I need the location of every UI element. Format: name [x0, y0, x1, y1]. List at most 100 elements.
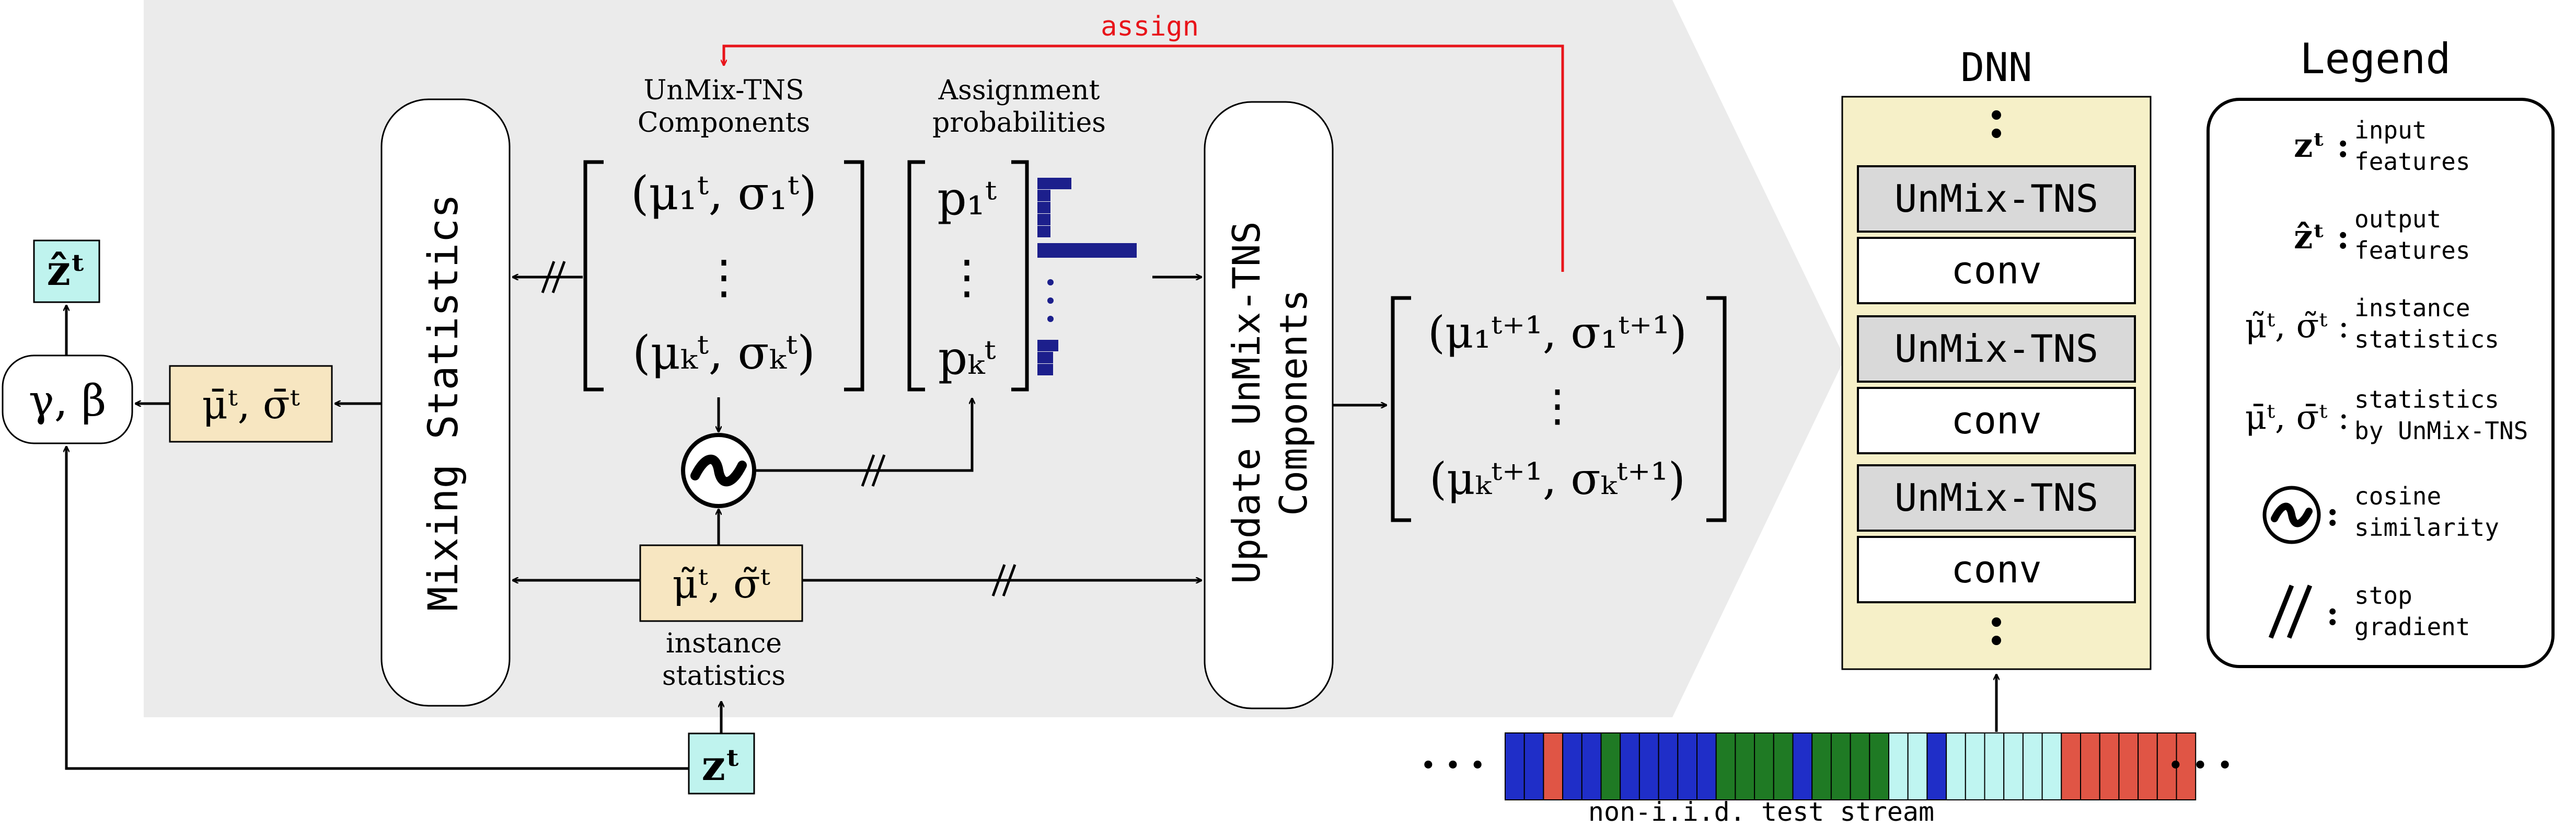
- stop-gradient-marks: [541, 261, 1016, 596]
- legend-symbol: ẑᵗ :: [2294, 217, 2349, 257]
- input-features-box: [688, 732, 755, 795]
- legend-text-line1: output: [2354, 205, 2441, 233]
- legend-text-line1: stop: [2354, 581, 2412, 610]
- stop-gradient-icon: [2286, 584, 2313, 639]
- components-left-bracket: [583, 160, 604, 392]
- legend-item: : stop gradient: [2268, 581, 2470, 641]
- probability-bar: [1037, 364, 1053, 375]
- dnn-layer-unmix-2: [1857, 315, 2136, 383]
- stop-gradient-icon: [2268, 584, 2294, 639]
- legend-symbol: μ̃ᵗ, σ̃ᵗ :: [2245, 307, 2349, 346]
- assign-arrow: [724, 44, 1564, 272]
- affine-params-label: γ, β: [29, 376, 107, 426]
- mixed-statistics-box: [169, 365, 333, 443]
- stream-sample: [1562, 732, 1582, 800]
- assignment-left-bracket: [907, 160, 925, 392]
- dnn-top-dots: [1992, 110, 2001, 138]
- stream-sample: [1888, 732, 1909, 800]
- legend-text-line2: features: [2354, 236, 2470, 265]
- components-right-bracket: [844, 160, 864, 392]
- assignment-right-bracket: [1011, 160, 1029, 392]
- legend-symbol: zᵗ :: [2294, 126, 2349, 165]
- components-label-line1: UnMix-TNS: [643, 75, 804, 106]
- arrow-input-to-gammabeta: [66, 446, 689, 770]
- mixing-statistics-label: Mixing Statistics: [420, 194, 467, 611]
- stream-label: non-i.i.d. test stream: [1588, 797, 1934, 826]
- legend-text-line2: by UnMix-TNS: [2354, 417, 2528, 445]
- assignment-dots: ⋮: [944, 250, 990, 304]
- probability-bar: [1037, 214, 1050, 225]
- stream-sample: [2099, 732, 2120, 800]
- probability-dots: [1047, 279, 1054, 322]
- dnn-layer-conv-2: [1857, 387, 2136, 454]
- legend-symbol: μ̄ᵗ, σ̄ᵗ :: [2245, 398, 2349, 437]
- output-features-box: [33, 239, 100, 303]
- legend-text-line1: instance: [2354, 294, 2470, 322]
- dnn-title: DNN: [1960, 44, 2032, 90]
- dnn-layer-unmix-3: [1857, 464, 2136, 532]
- instance-statistics-label-line1: instance: [666, 628, 782, 659]
- stop-gradient-icon: [991, 564, 1006, 596]
- arrow-cosine-to-assignment: [754, 398, 972, 472]
- arrows: [66, 277, 1996, 770]
- assignment-last: pₖᵗ: [938, 331, 996, 385]
- probability-bars: [1037, 178, 1137, 375]
- stream-sample: [2022, 732, 2043, 800]
- stream-sample: [2176, 732, 2197, 800]
- stream-sample: [1773, 732, 1794, 800]
- probability-bar: [1037, 190, 1050, 201]
- legend-symbol: :: [2326, 495, 2339, 534]
- dnn-layer-conv-2-label: conv: [1951, 398, 2041, 442]
- stop-gradient-icon: [541, 261, 556, 293]
- stream-ellipsis-left: • • •: [1420, 750, 1485, 782]
- test-stream: [1505, 732, 2197, 800]
- stream-sample: [1715, 732, 1736, 800]
- updated-components-right-bracket: [1706, 296, 1727, 522]
- stream-sample: [1984, 732, 2005, 800]
- dnn-layer-conv-1-label: conv: [1951, 248, 2041, 292]
- assign-label: assign: [1101, 11, 1199, 42]
- stop-gradient-icon: [1002, 564, 1016, 596]
- stream-sample: [2080, 732, 2100, 800]
- stream-sample: [1620, 732, 1640, 800]
- stream-sample: [1523, 732, 1544, 800]
- background-panel: [144, 0, 1845, 717]
- probability-bar: [1037, 243, 1137, 258]
- stop-gradient-icon: [551, 261, 566, 293]
- stream-sample: [1600, 732, 1621, 800]
- dnn-layer-unmix-1-label: UnMix-TNS: [1895, 177, 2098, 221]
- legend-item: : cosine similarity: [2262, 482, 2499, 544]
- assignment-first: p₁ᵗ: [937, 171, 997, 225]
- updated-components-left-bracket: [1391, 296, 1411, 522]
- legend-text-line1: statistics: [2354, 385, 2499, 414]
- stream-sample: [1869, 732, 1890, 800]
- stream-sample: [1811, 732, 1832, 800]
- stream-sample: [2138, 732, 2158, 800]
- probability-bar: [1037, 226, 1050, 237]
- component-first: (μ₁ᵗ, σ₁ᵗ): [631, 166, 817, 220]
- legend-item: μ̃ᵗ, σ̃ᵗ : instance statistics: [2245, 294, 2499, 353]
- output-features-label: ẑᵗ: [47, 246, 86, 295]
- stream-sample: [1638, 732, 1659, 800]
- legend-symbol: :: [2326, 594, 2339, 633]
- cosine-wave-icon: [2271, 502, 2313, 527]
- instance-statistics-box: [639, 544, 803, 622]
- components-label-line2: Components: [638, 107, 810, 139]
- legend-item: μ̄ᵗ, σ̄ᵗ : statistics by UnMix-TNS: [2245, 385, 2528, 445]
- stream-sample: [2118, 732, 2139, 800]
- assignment-label-line1: Assignment: [938, 75, 1100, 106]
- stream-sample: [2041, 732, 2062, 800]
- stream-sample: [1830, 732, 1851, 800]
- legend-text-line2: gradient: [2354, 613, 2470, 641]
- mixed-statistics-label: μ̄ᵗ, σ̄ᵗ: [202, 381, 299, 428]
- dnn-layer-conv-3-label: conv: [1951, 547, 2041, 591]
- legend-title: Legend: [2300, 35, 2451, 83]
- instance-statistics-label-line2: statistics: [662, 660, 785, 692]
- updated-component-first: (μ₁ᵗ⁺¹, σ₁ᵗ⁺¹): [1428, 307, 1687, 358]
- stream-sample: [1505, 732, 1525, 800]
- probability-bar: [1037, 352, 1053, 363]
- legend-text-line1: cosine: [2354, 482, 2441, 510]
- stream-sample: [1946, 732, 1966, 800]
- assignment-label-line2: probabilities: [932, 107, 1106, 139]
